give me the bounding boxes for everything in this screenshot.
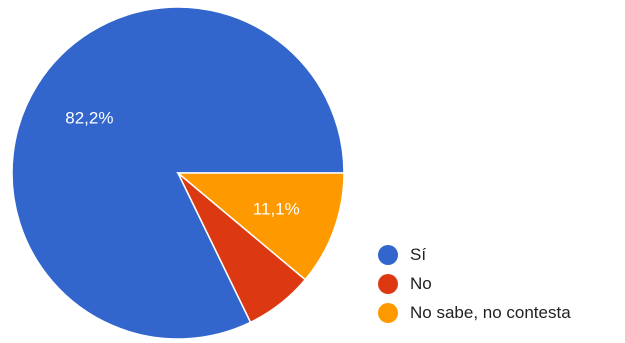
chart-legend: Sí No No sabe, no contesta xyxy=(378,243,571,330)
slice-data-label-0: 82,2% xyxy=(65,109,113,128)
legend-item-0: Sí xyxy=(378,243,571,267)
legend-item-2: No sabe, no contesta xyxy=(378,301,571,325)
pie-slice-0 xyxy=(11,6,345,340)
slice-data-label-2: 11,1% xyxy=(253,200,300,219)
legend-swatch-1 xyxy=(378,274,398,294)
legend-label-1: No xyxy=(410,274,432,293)
legend-label-2: No sabe, no contesta xyxy=(410,303,571,322)
legend-item-1: No xyxy=(378,272,571,296)
pie-slice-2 xyxy=(175,172,345,281)
legend-swatch-0 xyxy=(378,245,398,265)
legend-label-0: Sí xyxy=(410,245,427,264)
legend-swatch-2 xyxy=(378,303,398,323)
